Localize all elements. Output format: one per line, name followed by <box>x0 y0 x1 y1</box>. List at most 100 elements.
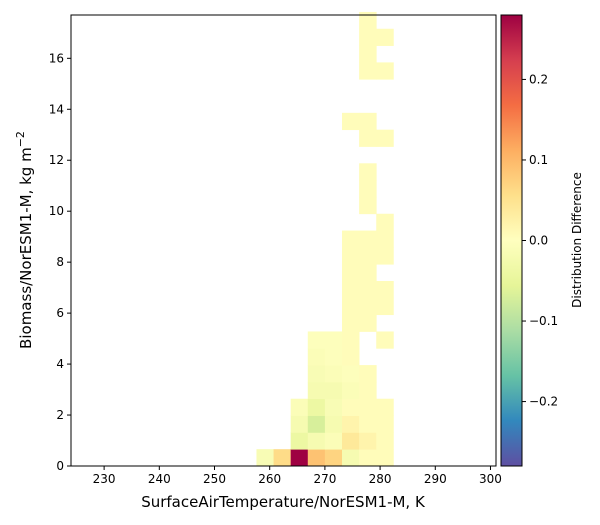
heatmap-cell <box>342 449 360 467</box>
colorbar-tick-label: 0.0 <box>529 234 548 248</box>
heatmap-cell <box>342 331 360 349</box>
y-tick-label: 10 <box>49 204 64 218</box>
heatmap-cell <box>273 449 292 467</box>
heatmap-cell <box>376 247 394 265</box>
heatmap-cell <box>324 449 343 467</box>
heatmap-cell <box>290 398 309 416</box>
heatmap-cell <box>342 112 360 131</box>
heatmap-cell <box>290 432 309 450</box>
y-tick-label: 2 <box>56 408 64 422</box>
heatmap-cell <box>359 381 377 400</box>
colorbar-tick-label: 0.1 <box>529 153 548 167</box>
heatmap-cell <box>359 196 377 215</box>
heatmap-cell <box>359 180 377 198</box>
heatmap-cell <box>376 432 394 450</box>
heatmap-cell <box>359 112 377 131</box>
y-tick-label: 16 <box>49 51 64 65</box>
heatmap-cell <box>342 247 360 265</box>
x-tick-label: 280 <box>369 472 392 486</box>
heatmap-cell <box>307 348 326 366</box>
colorbar-ticks: −0.2 −0.1 0.0 0.1 0.2 <box>522 72 558 409</box>
plot-background <box>71 15 496 466</box>
heatmap-cell <box>376 129 394 147</box>
heatmap-cell <box>342 230 360 248</box>
heatmap-cell <box>307 365 326 383</box>
heatmap-cell <box>359 62 377 80</box>
heatmap-cell <box>307 449 326 467</box>
heatmap-cell <box>342 264 360 282</box>
y-tick-label: 14 <box>49 102 64 116</box>
heatmap-cell <box>324 381 343 400</box>
heatmap-cell <box>359 365 377 383</box>
heatmap-cell <box>376 331 394 349</box>
heatmap-cell <box>342 398 360 416</box>
heatmap-cell <box>342 415 360 433</box>
heatmap-cell <box>324 415 343 433</box>
y-axis-label: Biomass/NorESM1-M, kg m−2 <box>14 131 35 349</box>
x-tick-label: 270 <box>313 472 336 486</box>
heatmap-cell <box>342 432 360 450</box>
heatmap-cell <box>376 230 394 248</box>
colorbar-label: Distribution Difference <box>570 172 584 308</box>
colorbar-tick-label: 0.2 <box>529 72 548 86</box>
heatmap-cell <box>307 432 326 450</box>
heatmap-cell <box>342 297 360 316</box>
heatmap-cell <box>376 398 394 416</box>
heatmap-cell <box>342 348 360 366</box>
heatmap-cell <box>342 314 360 332</box>
heatmap-cell <box>342 281 360 299</box>
heatmap-cell <box>359 398 377 416</box>
x-tick-label: 260 <box>258 472 281 486</box>
heatmap-cell <box>359 28 377 46</box>
heatmap-cell <box>376 213 394 231</box>
x-tick-label: 300 <box>479 472 502 486</box>
heatmap-cell <box>359 11 377 30</box>
heatmap-cell <box>324 348 343 366</box>
heatmap-cell <box>307 331 326 349</box>
heatmap-cell <box>256 449 274 467</box>
plot-frame <box>70 14 497 467</box>
heatmap-cell <box>359 230 377 248</box>
y-tick-label: 0 <box>56 459 64 473</box>
heatmap-cell <box>307 381 326 400</box>
heatmap-cell <box>307 398 326 416</box>
y-tick-label: 8 <box>56 255 64 269</box>
heatmap-cell <box>359 129 377 147</box>
x-tick-label: 250 <box>203 472 226 486</box>
heatmap-cell <box>376 62 394 80</box>
heatmap-cell <box>342 381 360 400</box>
heatmap-cell <box>359 314 377 332</box>
y-tick-label: 4 <box>56 357 64 371</box>
heatmap-cell <box>342 365 360 383</box>
x-axis: 230 240 250 260 270 280 290 300 <box>93 466 502 486</box>
heatmap-cell <box>290 415 309 433</box>
heatmap-cell <box>376 281 394 299</box>
y-tick-label: 12 <box>49 153 64 167</box>
heatmap-cell <box>376 449 394 467</box>
heatmap-cells <box>256 11 394 467</box>
colorbar-tick-label: −0.1 <box>529 314 558 328</box>
heatmap-cell <box>359 449 377 467</box>
x-tick-label: 230 <box>93 472 116 486</box>
heatmap-cell <box>359 247 377 265</box>
heatmap-cell <box>359 281 377 299</box>
x-tick-label: 290 <box>424 472 447 486</box>
heatmap-cell <box>324 398 343 416</box>
heatmap-cell <box>359 264 377 282</box>
y-tick-label: 6 <box>56 306 64 320</box>
heatmap-cell <box>324 432 343 450</box>
heatmap-cell <box>307 415 326 433</box>
heatmap-cell <box>376 415 394 433</box>
heatmap-cell <box>359 415 377 433</box>
heatmap-cell <box>359 163 377 181</box>
x-tick-label: 240 <box>148 472 171 486</box>
plot-area <box>70 11 497 467</box>
y-axis: 0 2 4 6 8 10 12 14 16 <box>49 51 71 473</box>
colorbar: −0.2 −0.1 0.0 0.1 0.2 Distribution Differenc… <box>500 14 584 467</box>
heatmap-cell <box>376 28 394 46</box>
heatmap-cell <box>359 432 377 450</box>
heatmap-cell <box>359 297 377 316</box>
colorbar-gradient <box>501 15 522 466</box>
colorbar-tick-label: −0.2 <box>529 395 558 409</box>
